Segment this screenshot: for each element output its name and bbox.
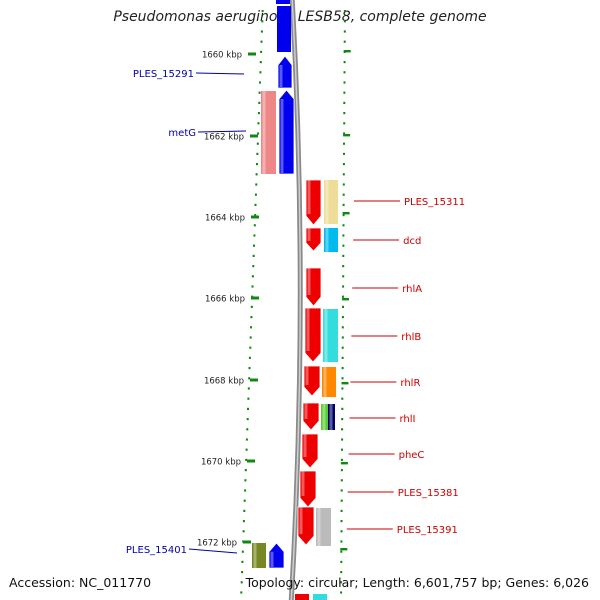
- accession-label: Accession: NC_011770: [9, 575, 152, 590]
- forward-gene-bottom[interactable]: [295, 594, 309, 600]
- forward-gene-phec-shine: [303, 434, 307, 457]
- forward-gene-rhlr-shine: [305, 366, 309, 385]
- scale-tick-label: 1662 kbp: [204, 133, 244, 143]
- scale-tick: [250, 378, 258, 382]
- outer-major-tick: [341, 382, 349, 385]
- inner-tick-ring: [240, 10, 264, 594]
- gene-label-metg[interactable]: metG: [168, 128, 196, 139]
- gene-label-ples-15291[interactable]: PLES_15291: [133, 69, 194, 80]
- cog-box-rhli-b: [328, 404, 335, 430]
- forward-gene-ples-15311-shine: [307, 180, 311, 214]
- cog-box-ples-15401: [252, 543, 266, 568]
- gene-label-rhla[interactable]: rhlA: [402, 284, 422, 295]
- cog-box-bottom: [313, 594, 327, 600]
- scale-tick-label: 1668 kbp: [204, 377, 244, 387]
- genome-backbone-highlight: [290, 0, 302, 600]
- leader-line: [197, 130, 247, 133]
- forward-gene-dcd-shine: [307, 228, 311, 241]
- cog-box-dcd: [324, 228, 338, 252]
- gene-label-dcd[interactable]: dcd: [403, 236, 421, 247]
- leader-line: [188, 548, 238, 554]
- map-title: Pseudomonas aeruginosa LESB58, complete …: [113, 9, 487, 25]
- scale-tick: [251, 296, 259, 300]
- cog-box-ples-15311-shine: [325, 180, 329, 224]
- forward-gene-ples-15311[interactable]: [305, 179, 322, 226]
- topology-label: Topology: circular; Length: 6,601,757 bp…: [245, 575, 589, 590]
- cog-box-ples-15391: [316, 508, 331, 546]
- outer-major-tick: [340, 548, 348, 551]
- forward-gene-ples-15381-shine: [301, 471, 305, 496]
- forward-gene-rhla-shine: [307, 268, 311, 295]
- reverse-gene-ples-15291-shine: [279, 65, 283, 87]
- gene-label-ples-15391[interactable]: PLES_15391: [397, 525, 458, 536]
- scale-tick: [250, 134, 258, 138]
- leader-line: [195, 72, 245, 75]
- scale-tick-label: 1672 kbp: [197, 539, 237, 549]
- cog-box-ples-15401-shine: [253, 543, 257, 568]
- reverse-gene-metg[interactable]: [278, 89, 295, 175]
- reverse-gene-metg-shine: [280, 99, 284, 173]
- scale-tick: [251, 215, 259, 219]
- outer-major-tick: [342, 212, 350, 215]
- scale-tick-label: 1670 kbp: [201, 458, 241, 468]
- forward-gene-ples-15381[interactable]: [299, 470, 317, 508]
- gene-label-rhli[interactable]: rhlI: [400, 414, 416, 425]
- reverse-gene-ples-15401[interactable]: [268, 542, 285, 569]
- cog-box-metg: [261, 91, 276, 174]
- cog-box-ples-15311: [324, 180, 338, 224]
- cog-box-dcd-shine: [325, 228, 329, 252]
- scale-tick-label: 1664 kbp: [205, 214, 245, 224]
- reverse-gene-ples-15291[interactable]: [277, 55, 293, 89]
- gene-label-phec[interactable]: pheC: [399, 450, 425, 461]
- reverse-gene-ples-15401-shine: [270, 551, 274, 567]
- scale-tick: [248, 52, 256, 56]
- cog-box-rhlr-shine: [323, 367, 327, 397]
- gene-label-rhlr[interactable]: rhlR: [400, 378, 420, 389]
- gene-label-rhlb[interactable]: rhlB: [401, 332, 421, 343]
- cog-box-rhlb: [323, 309, 338, 362]
- outer-major-tick: [340, 462, 348, 465]
- forward-gene-ples-15391-shine: [299, 507, 303, 534]
- forward-gene-rhlb-shine: [306, 308, 310, 351]
- gene-label-ples-15311[interactable]: PLES_15311: [404, 197, 465, 208]
- cog-box-rhli-a: [321, 404, 328, 430]
- cog-box-rhli-a-shine: [322, 404, 326, 430]
- cog-box-rhlr: [322, 367, 336, 397]
- reverse-gene-top[interactable]: [276, 0, 290, 4]
- scale-tick: [247, 459, 255, 463]
- forward-gene-rhli-shine: [304, 403, 308, 419]
- cog-box-rhlb-shine: [324, 309, 328, 362]
- scale-tick: [243, 540, 251, 544]
- reverse-gene-segment[interactable]: [277, 6, 291, 52]
- forward-gene-rhla[interactable]: [305, 267, 322, 307]
- outer-major-tick: [342, 298, 349, 301]
- gene-label-ples-15401[interactable]: PLES_15401: [126, 545, 187, 556]
- forward-gene-rhlr[interactable]: [303, 365, 321, 397]
- forward-gene-phec[interactable]: [301, 433, 319, 469]
- forward-gene-rhlb[interactable]: [304, 307, 322, 363]
- forward-gene-dcd[interactable]: [305, 227, 322, 252]
- gene-label-ples-15381[interactable]: PLES_15381: [398, 488, 459, 499]
- outer-major-tick: [343, 134, 351, 137]
- forward-gene-rhli[interactable]: [302, 402, 320, 431]
- scale-tick-label: 1666 kbp: [205, 295, 245, 305]
- cog-box-rhli-b-shine: [329, 404, 333, 430]
- forward-gene-ples-15391[interactable]: [297, 506, 315, 546]
- cog-box-ples-15391-shine: [317, 508, 321, 546]
- scale-tick-label: 1660 kbp: [202, 51, 242, 61]
- outer-tick-ring: [340, 10, 346, 594]
- outer-major-tick: [343, 50, 351, 53]
- cog-box-metg-shine: [262, 91, 266, 174]
